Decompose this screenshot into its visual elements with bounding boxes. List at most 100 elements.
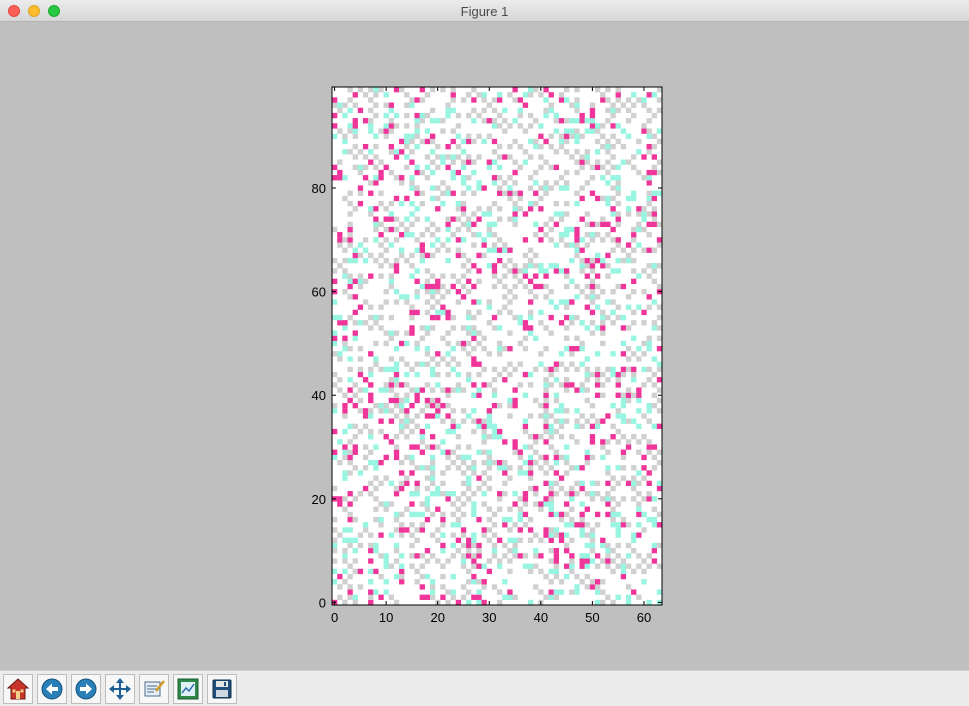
heatmap-cell-gray: [352, 320, 358, 326]
heatmap-cell-magenta: [435, 408, 441, 414]
heatmap-cell-gray: [404, 123, 410, 129]
pan-button[interactable]: [105, 674, 135, 704]
heatmap-cell-gray: [368, 428, 374, 435]
heatmap-cell-cyan: [656, 361, 663, 367]
heatmap-cell-gray: [497, 558, 503, 564]
heatmap-cell-gray: [615, 377, 621, 383]
heatmap-cell-gray: [527, 154, 534, 160]
configure-subplots-button[interactable]: [173, 674, 203, 704]
heatmap-cell-gray: [357, 273, 364, 279]
back-button[interactable]: [37, 674, 67, 704]
heatmap-cell-gray: [589, 579, 596, 585]
heatmap-cell-cyan: [625, 206, 632, 212]
heatmap-cell-magenta: [553, 553, 560, 559]
heatmap-cell-gray: [460, 387, 467, 393]
save-button[interactable]: [207, 674, 237, 704]
heatmap-cell-gray: [636, 501, 642, 507]
heatmap-cell-gray: [373, 164, 379, 171]
heatmap-cell-magenta: [491, 314, 498, 321]
maximize-window-button[interactable]: [48, 5, 60, 17]
heatmap-cell-gray: [533, 252, 539, 259]
heatmap-cell-gray: [502, 118, 508, 124]
heatmap-cell-gray: [476, 206, 482, 212]
heatmap-cell-gray: [445, 330, 451, 336]
y-tick-label: 0: [319, 595, 326, 610]
heatmap-cell-cyan: [383, 563, 389, 569]
heatmap-cell-magenta: [636, 387, 642, 393]
heatmap-cell-gray: [543, 397, 549, 404]
heatmap-cell-gray: [388, 273, 395, 279]
heatmap-cell-magenta: [497, 428, 503, 435]
heatmap-cell-gray: [383, 340, 389, 347]
heatmap-cell-gray: [543, 283, 549, 290]
zoom-button[interactable]: [139, 674, 169, 704]
heatmap-cell-gray: [631, 434, 637, 440]
heatmap-cell-gray: [393, 434, 400, 440]
heatmap-cell-gray: [600, 123, 606, 129]
figure-canvas[interactable]: 0 10 20 30 40 50 60 0 20 40 60 80: [0, 22, 969, 670]
heatmap-cell-gray: [620, 516, 627, 523]
minimize-window-button[interactable]: [28, 5, 40, 17]
heatmap-cell-cyan: [429, 185, 436, 191]
heatmap-cell-gray: [584, 149, 590, 155]
heatmap-cell-cyan: [466, 314, 472, 321]
heatmap-cell-cyan: [646, 195, 652, 202]
heatmap-cell-gray: [656, 459, 663, 466]
heatmap-cell-cyan: [414, 206, 420, 212]
heatmap-cell-gray: [460, 501, 467, 507]
heatmap-cell-cyan: [429, 589, 436, 595]
heatmap-cell-gray: [517, 537, 523, 543]
heatmap-cell-magenta: [579, 558, 585, 564]
home-button[interactable]: [3, 674, 33, 704]
heatmap-cell-gray: [517, 143, 523, 150]
heatmap-cell-gray: [440, 180, 446, 186]
heatmap-cell-gray: [615, 439, 621, 445]
heatmap-cell-gray: [507, 154, 513, 160]
heatmap-cell-gray: [378, 263, 384, 269]
heatmap-cell-gray: [631, 226, 637, 233]
heatmap-cell-magenta: [651, 221, 657, 228]
heatmap-cell-gray: [527, 413, 534, 419]
heatmap-cell-gray: [543, 325, 549, 331]
heatmap-cell-gray: [651, 164, 657, 171]
close-window-button[interactable]: [8, 5, 20, 17]
heatmap-cell-gray: [332, 527, 338, 533]
heatmap-cell-gray: [605, 314, 611, 321]
heatmap-cell-gray: [605, 273, 611, 279]
heatmap-cell-magenta: [625, 242, 632, 248]
heatmap-cell-gray: [589, 175, 596, 181]
heatmap-cell-magenta: [393, 397, 400, 404]
forward-button[interactable]: [71, 674, 101, 704]
heatmap-cell-cyan: [476, 589, 482, 595]
heatmap-cell-magenta: [399, 579, 405, 585]
heatmap-cell-magenta: [646, 444, 652, 450]
heatmap-cell-gray: [466, 330, 472, 336]
heatmap-cell-cyan: [404, 418, 410, 424]
heatmap-cell-cyan: [352, 548, 358, 554]
heatmap-cell-magenta: [409, 501, 415, 507]
heatmap-cell-cyan: [491, 159, 498, 165]
heatmap-cell-magenta: [352, 123, 358, 129]
heatmap-cell-magenta: [625, 480, 632, 487]
heatmap-cell-gray: [481, 118, 487, 124]
heatmap-cell-cyan: [409, 102, 415, 108]
heatmap-cell-gray: [564, 387, 570, 393]
heatmap-cell-cyan: [548, 480, 554, 487]
heatmap-cell-cyan: [579, 480, 585, 487]
heatmap-cell-gray: [486, 475, 492, 481]
heatmap-cell-gray: [337, 107, 343, 114]
heatmap-cell-magenta: [393, 491, 400, 497]
heatmap-cell-gray: [440, 118, 446, 124]
heatmap-cell-magenta: [605, 480, 611, 487]
heatmap-cell-gray: [388, 118, 395, 124]
heatmap-cell-magenta: [631, 366, 637, 373]
heatmap-cell-gray: [414, 423, 420, 430]
heatmap-cell-gray: [471, 418, 477, 424]
heatmap-cell-gray: [347, 232, 353, 238]
heatmap-cell-cyan: [584, 325, 590, 331]
heatmap-cell-gray: [357, 252, 364, 259]
heatmap-cell-gray: [383, 299, 389, 305]
heatmap-cell-gray: [522, 149, 529, 155]
heatmap-cell-gray: [419, 501, 425, 507]
heatmap-cell-gray: [378, 314, 384, 321]
